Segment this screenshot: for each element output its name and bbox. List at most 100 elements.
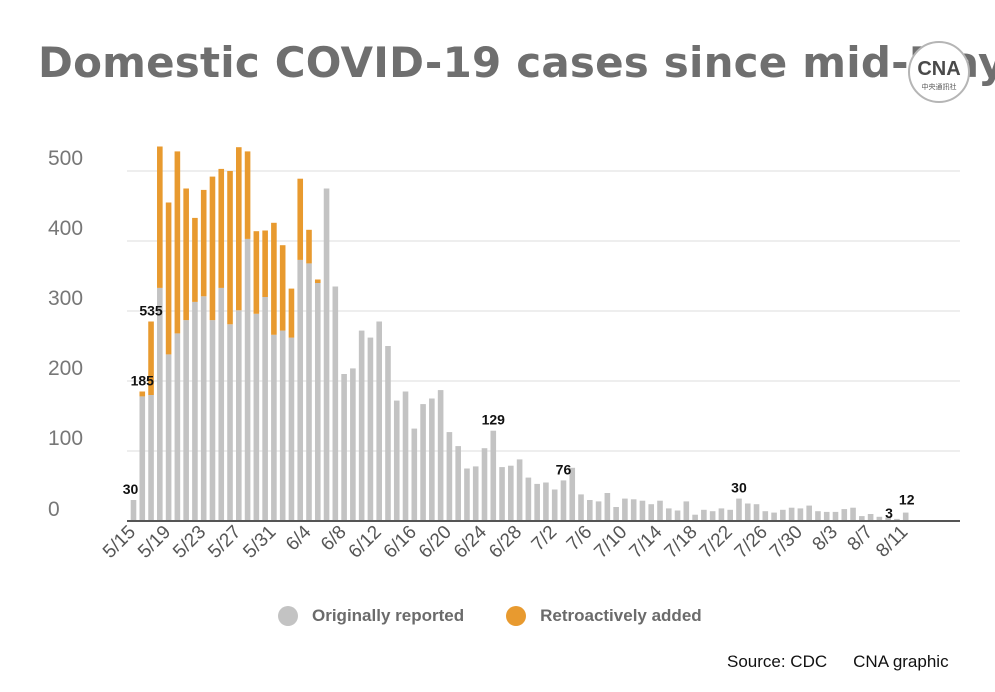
bar-original-7-23 xyxy=(736,498,742,521)
bar-original-7-19 xyxy=(701,509,707,521)
bar-original-6-15 xyxy=(402,391,409,521)
data-labels: 30 185 535 129 76 30 3 12 xyxy=(123,303,915,521)
data-label-5-16: 185 xyxy=(131,373,155,389)
bar-retro-5-23 xyxy=(200,189,207,297)
bar-original-6-22 xyxy=(464,468,470,521)
source-text: Source: CDC xyxy=(727,652,828,671)
bars xyxy=(130,146,909,521)
bar-original-7-15 xyxy=(665,508,672,521)
bar-original-6-26 xyxy=(499,467,505,521)
x-tick-label: 7/22 xyxy=(696,522,737,563)
x-tick-label: 7/6 xyxy=(563,522,597,556)
bar-original-5-15 xyxy=(130,500,137,521)
y-tick-label: 0 xyxy=(48,498,60,521)
data-label-8-10: 3 xyxy=(885,505,893,521)
bar-original-7-9 xyxy=(613,507,619,521)
bar-retro-6-3 xyxy=(297,178,304,260)
bar-original-7-29 xyxy=(788,507,795,521)
bar-original-5-31 xyxy=(271,334,277,521)
x-tick-label: 6/20 xyxy=(415,522,456,563)
x-tick-label: 6/12 xyxy=(345,522,386,563)
bar-original-5-26 xyxy=(227,324,233,521)
bar-original-7-13 xyxy=(648,504,655,521)
bar-retro-5-20 xyxy=(174,151,181,334)
bar-original-6-30 xyxy=(534,483,540,521)
logo-text: CNA xyxy=(917,58,960,80)
bar-original-8-6 xyxy=(859,516,865,521)
bar-retro-6-4 xyxy=(306,229,312,264)
source-line: Source: CDC CNA graphic xyxy=(727,652,949,672)
legend-swatch-original xyxy=(278,606,298,626)
bar-original-7-6 xyxy=(587,500,593,521)
x-tick-label: 7/18 xyxy=(661,522,702,563)
bar-original-6-29 xyxy=(525,477,532,521)
x-tick-label: 6/8 xyxy=(317,522,351,556)
x-tick-label: 8/11 xyxy=(872,522,912,562)
x-tick-label: 6/24 xyxy=(450,521,491,562)
y-tick-label: 400 xyxy=(48,217,83,240)
bar-original-5-20 xyxy=(174,333,181,521)
gridlines xyxy=(127,170,960,452)
bar-original-7-22 xyxy=(727,509,733,521)
bar-original-7-2 xyxy=(551,489,558,521)
x-tick-label: 5/31 xyxy=(239,522,280,563)
bar-original-6-2 xyxy=(288,337,295,521)
cna-logo: CNA 中央通訊社 xyxy=(908,41,970,103)
x-tick-label: 6/4 xyxy=(282,521,316,555)
bar-original-6-4 xyxy=(306,263,312,521)
bar-original-5-18 xyxy=(157,287,163,521)
bar-original-7-4 xyxy=(569,467,576,521)
y-tick-label: 500 xyxy=(48,147,83,170)
bar-retro-5-24 xyxy=(209,176,216,321)
bar-original-5-25 xyxy=(218,287,225,521)
bar-retro-6-5 xyxy=(314,279,321,283)
bar-original-8-9 xyxy=(885,517,891,521)
bar-original-6-17 xyxy=(420,404,426,521)
legend-label-original: Originally reported xyxy=(312,606,465,625)
bar-original-7-31 xyxy=(806,505,812,521)
bar-original-5-23 xyxy=(200,296,207,521)
bar-original-6-11 xyxy=(367,337,374,521)
bar-original-7-20 xyxy=(709,511,716,521)
bar-original-5-27 xyxy=(236,310,242,521)
x-tick-label: 7/2 xyxy=(528,522,562,556)
x-tick-label: 6/16 xyxy=(380,522,421,563)
bar-original-8-5 xyxy=(850,507,856,521)
bar-original-7-3 xyxy=(560,480,567,521)
bar-retro-5-29 xyxy=(253,231,260,314)
y-tick-label: 200 xyxy=(48,357,83,380)
bar-original-6-19 xyxy=(437,390,444,521)
bar-original-7-14 xyxy=(657,500,663,521)
bar-retro-6-2 xyxy=(288,288,295,338)
bar-original-5-24 xyxy=(209,320,216,521)
legend-label-retro: Retroactively added xyxy=(540,606,702,625)
bar-original-7-30 xyxy=(797,508,804,521)
x-axis-ticks: 5/155/195/235/275/31 6/4 6/86/126/166/206/… xyxy=(99,521,912,562)
bar-original-7-7 xyxy=(595,501,602,521)
bar-original-5-21 xyxy=(183,320,189,521)
x-tick-label: 5/27 xyxy=(204,522,245,563)
legend-item-original: Originally reported xyxy=(278,606,464,626)
bar-original-7-8 xyxy=(604,493,611,521)
bar-original-7-12 xyxy=(639,500,646,521)
data-label-5-15: 30 xyxy=(123,481,139,497)
bar-original-8-3 xyxy=(832,511,839,521)
bar-original-7-18 xyxy=(692,514,698,521)
bar-original-7-5 xyxy=(578,494,584,521)
bar-original-6-5 xyxy=(314,283,321,521)
bar-retro-5-25 xyxy=(218,168,225,288)
bar-original-6-28 xyxy=(516,459,523,521)
bar-original-8-1 xyxy=(815,511,821,521)
bar-original-8-8 xyxy=(876,516,883,521)
y-tick-label: 300 xyxy=(48,287,83,310)
bar-original-6-23 xyxy=(472,466,479,521)
bar-chart: 0 100 200 300 400 500 5/155/195/235/275/31 6/4… xyxy=(48,146,960,563)
bar-original-8-4 xyxy=(841,509,848,521)
bar-original-6-6 xyxy=(323,188,330,521)
bar-original-7-1 xyxy=(543,482,549,521)
bar-retro-5-26 xyxy=(227,171,233,325)
bar-retro-5-16 xyxy=(139,391,146,397)
bar-original-6-21 xyxy=(455,446,461,521)
chart-title: Domestic COVID-19 cases since mid-May xyxy=(38,38,995,87)
x-tick-label: 8/7 xyxy=(844,522,878,556)
